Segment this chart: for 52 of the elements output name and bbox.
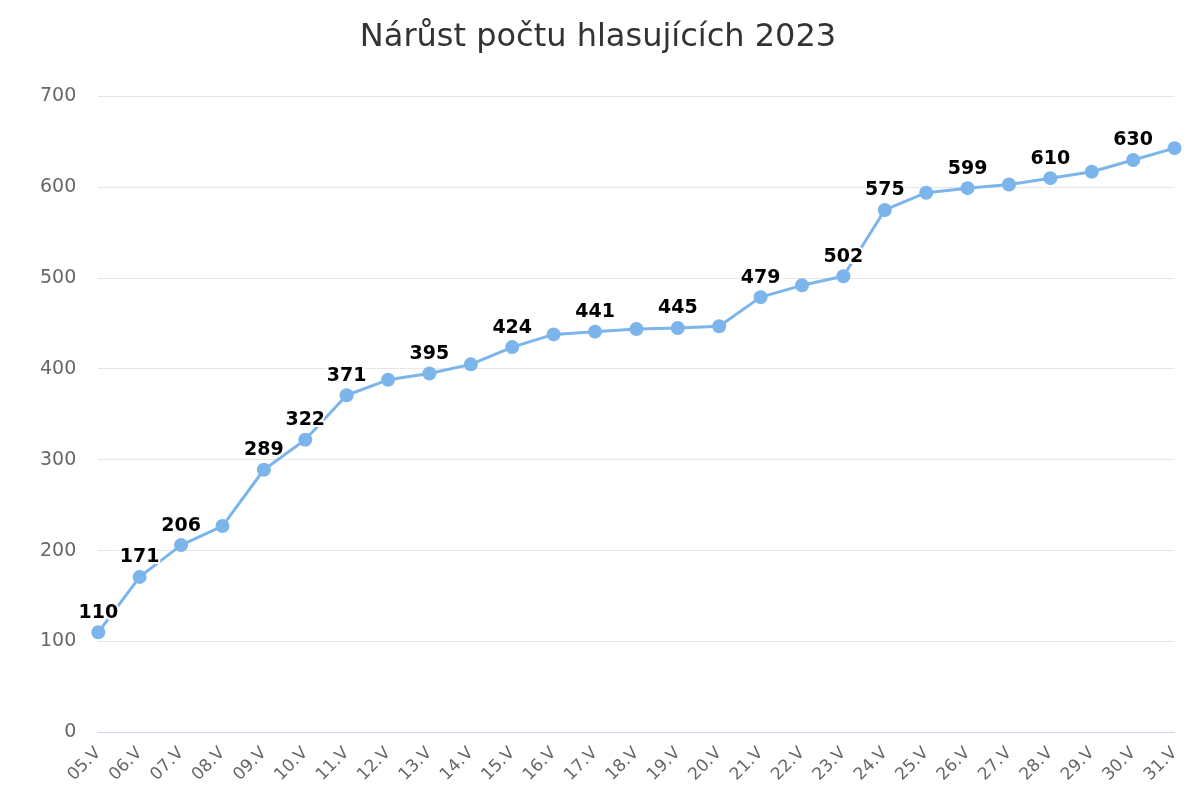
- y-tick-label: 0: [64, 719, 77, 742]
- point: [422, 366, 437, 381]
- point: [877, 202, 892, 217]
- data-label: 575: [864, 177, 905, 200]
- y-tick-label: 300: [40, 446, 77, 469]
- data-label: 424: [492, 314, 533, 337]
- data-label: 610: [1030, 145, 1071, 168]
- data-label: 371: [326, 362, 367, 385]
- point: [836, 269, 851, 284]
- point: [546, 327, 561, 342]
- data-label: 171: [119, 544, 160, 567]
- point: [339, 388, 354, 403]
- data-label: 445: [657, 295, 698, 318]
- point: [505, 340, 520, 355]
- y-tick-label: 600: [40, 174, 77, 197]
- data-label: 502: [823, 243, 864, 266]
- data-label: 206: [161, 512, 201, 535]
- data-label: 322: [285, 407, 326, 430]
- point: [960, 181, 975, 196]
- data-label: 599: [947, 155, 988, 178]
- data-label: 110: [78, 599, 119, 622]
- point: [215, 519, 230, 534]
- point: [91, 625, 106, 640]
- point: [712, 319, 727, 334]
- point: [753, 290, 768, 305]
- data-label: 395: [409, 340, 450, 363]
- point: [174, 538, 189, 553]
- point: [1043, 171, 1058, 186]
- y-tick-label: 400: [40, 355, 77, 378]
- y-tick-label: 500: [40, 265, 77, 287]
- point: [132, 569, 147, 584]
- point: [670, 321, 685, 336]
- point: [463, 357, 478, 372]
- point: [298, 432, 313, 447]
- data-label: 479: [740, 264, 781, 287]
- y-tick-label: 100: [40, 628, 77, 651]
- y-tick-label: 700: [40, 83, 77, 106]
- chart-title: Nárůst počtu hlasujících 2023: [359, 15, 837, 54]
- data-label: 630: [1113, 127, 1154, 150]
- y-tick-label: 200: [40, 537, 77, 560]
- point: [588, 324, 603, 339]
- point: [381, 372, 396, 387]
- data-label: 289: [244, 437, 284, 460]
- point: [795, 278, 810, 293]
- point: [256, 462, 271, 477]
- point: [1084, 164, 1099, 179]
- data-label: 441: [575, 299, 615, 322]
- point: [629, 321, 644, 336]
- point: [1001, 177, 1016, 192]
- point: [1167, 141, 1182, 156]
- point: [1126, 152, 1141, 167]
- point: [919, 185, 934, 200]
